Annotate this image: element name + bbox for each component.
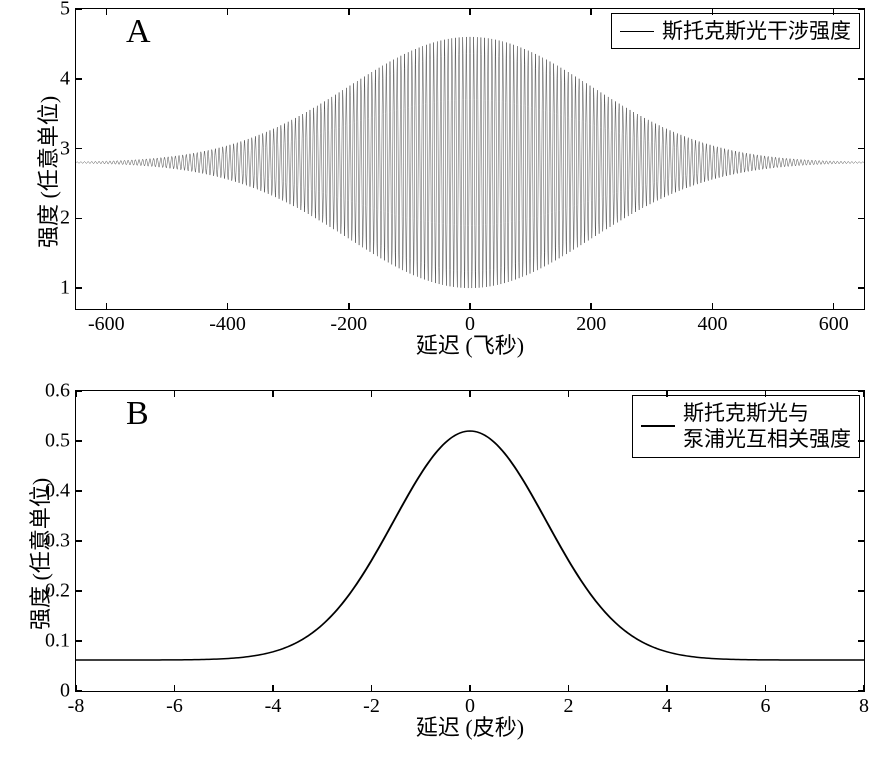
ytick-mark xyxy=(76,490,82,492)
xtick-label: -200 xyxy=(330,309,367,336)
xtick-mark xyxy=(568,391,570,397)
interferogram-curve xyxy=(76,9,864,309)
xtick-mark xyxy=(863,391,865,397)
ytick-mark xyxy=(858,218,864,220)
xtick-mark xyxy=(712,303,714,309)
ytick-mark xyxy=(858,640,864,642)
ytick-mark xyxy=(76,640,82,642)
ytick-mark xyxy=(76,218,82,220)
xtick-mark xyxy=(469,391,471,397)
xtick-mark xyxy=(590,303,592,309)
cross-correlation-path xyxy=(76,431,864,660)
xtick-label: -600 xyxy=(88,309,125,336)
xtick-mark xyxy=(469,685,471,691)
xtick-mark xyxy=(227,303,229,309)
ytick-mark xyxy=(76,390,82,392)
panel-letter-b: B xyxy=(126,395,149,433)
ytick-mark xyxy=(76,690,82,692)
xtick-label: 2 xyxy=(564,691,574,718)
xtick-mark xyxy=(371,391,373,397)
ytick-mark xyxy=(76,440,82,442)
xlabel-b: 延迟 (皮秒) xyxy=(416,710,524,742)
legend-text-b-line1: 斯托克斯光与 xyxy=(683,401,809,425)
xtick-mark xyxy=(106,9,108,15)
xtick-mark xyxy=(712,9,714,15)
legend-text-b-line2: 泵浦光互相关强度 xyxy=(683,427,851,451)
xtick-label: -400 xyxy=(209,309,246,336)
xtick-label: 8 xyxy=(859,691,869,718)
plot-area-b: B 斯托克斯光与 泵浦光互相关强度 -8-6-4-20246800.10.20.… xyxy=(75,390,865,692)
ytick-mark xyxy=(858,690,864,692)
xtick-mark xyxy=(469,9,471,15)
ytick-label: 0.5 xyxy=(45,430,76,453)
xtick-mark xyxy=(469,303,471,309)
xtick-mark xyxy=(227,9,229,15)
ytick-label: 5 xyxy=(60,0,76,21)
panel-letter-a: A xyxy=(126,13,151,51)
xtick-mark xyxy=(765,685,767,691)
ytick-mark xyxy=(858,490,864,492)
xtick-mark xyxy=(272,391,274,397)
plot-area-a: A 斯托克斯光干涉强度 -600-400-200020040060012345 xyxy=(75,8,865,310)
ytick-mark xyxy=(858,440,864,442)
ytick-mark xyxy=(858,287,864,289)
xtick-mark xyxy=(666,685,668,691)
xtick-mark xyxy=(174,685,176,691)
xtick-mark xyxy=(765,391,767,397)
ytick-mark xyxy=(76,287,82,289)
ylabel-b: 强度 (任意单位) xyxy=(23,478,55,630)
legend-b: 斯托克斯光与 泵浦光互相关强度 xyxy=(632,395,860,458)
xtick-mark xyxy=(106,303,108,309)
panel-b: B 斯托克斯光与 泵浦光互相关强度 -8-6-4-20246800.10.20.… xyxy=(75,390,865,736)
ytick-label: 0.6 xyxy=(45,380,76,403)
legend-text-b: 斯托克斯光与 泵浦光互相关强度 xyxy=(683,400,851,453)
xtick-mark xyxy=(666,391,668,397)
xtick-label: 4 xyxy=(662,691,672,718)
xtick-mark xyxy=(348,9,350,15)
xtick-label: -6 xyxy=(166,691,183,718)
ylabel-a: 强度 (任意单位) xyxy=(31,96,63,248)
xtick-label: -4 xyxy=(265,691,282,718)
xlabel-a: 延迟 (飞秒) xyxy=(416,328,524,360)
ytick-mark xyxy=(76,78,82,80)
ytick-label: 1 xyxy=(60,277,76,300)
xtick-label: 400 xyxy=(697,309,727,336)
ytick-label: 0 xyxy=(60,680,76,703)
xtick-mark xyxy=(348,303,350,309)
figure-root: A 斯托克斯光干涉强度 -600-400-200020040060012345 … xyxy=(0,0,886,765)
xtick-label: -2 xyxy=(363,691,380,718)
ytick-mark xyxy=(858,590,864,592)
xtick-mark xyxy=(174,391,176,397)
xtick-mark xyxy=(272,685,274,691)
ytick-label: 4 xyxy=(60,67,76,90)
interferogram-path xyxy=(76,37,864,288)
xtick-mark xyxy=(590,9,592,15)
panel-a: A 斯托克斯光干涉强度 -600-400-200020040060012345 … xyxy=(75,8,865,354)
legend-text-a: 斯托克斯光干涉强度 xyxy=(662,18,851,44)
ytick-mark xyxy=(858,8,864,10)
xtick-label: 200 xyxy=(576,309,606,336)
xtick-mark xyxy=(371,685,373,691)
ytick-mark xyxy=(76,590,82,592)
xtick-mark xyxy=(833,9,835,15)
ytick-mark xyxy=(76,148,82,150)
xtick-label: 600 xyxy=(819,309,849,336)
ytick-mark xyxy=(76,8,82,10)
legend-swatch-a xyxy=(620,31,654,32)
legend-a: 斯托克斯光干涉强度 xyxy=(611,13,860,49)
ytick-mark xyxy=(858,78,864,80)
legend-swatch-b xyxy=(641,425,675,427)
xtick-mark xyxy=(833,303,835,309)
xtick-label: 6 xyxy=(761,691,771,718)
xtick-mark xyxy=(568,685,570,691)
ytick-mark xyxy=(858,390,864,392)
ytick-label: 0.1 xyxy=(45,630,76,653)
ytick-mark xyxy=(858,540,864,542)
ytick-mark xyxy=(858,148,864,150)
ytick-mark xyxy=(76,540,82,542)
